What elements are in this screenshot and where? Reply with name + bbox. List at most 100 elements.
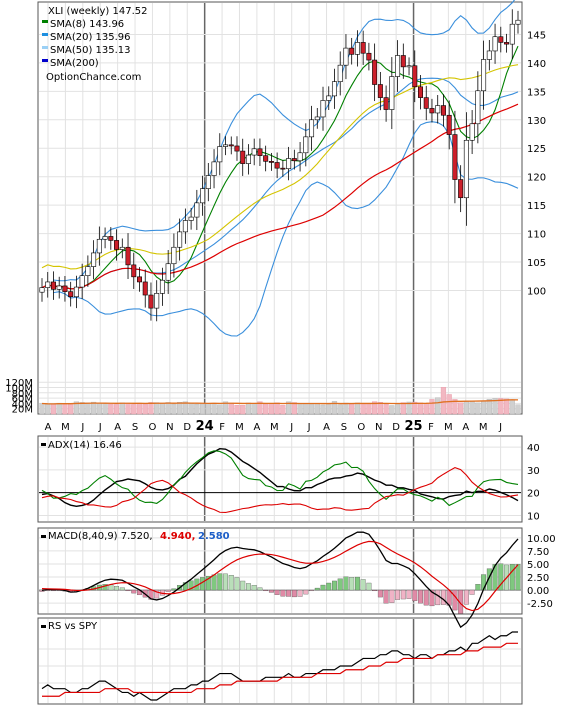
candle-body (91, 252, 97, 267)
candle-body (56, 285, 62, 290)
volume-y-tick: 60M (12, 394, 33, 405)
x-tick-label: A (323, 422, 330, 433)
x-tick-label: F (219, 422, 225, 433)
macd-histogram-bar (234, 577, 240, 591)
legend-sma8-swatch (42, 20, 48, 23)
legend-sma200-swatch (42, 59, 48, 62)
price-y-tick: 135 (527, 87, 546, 98)
candle-body (309, 119, 315, 138)
macd-histogram-bar (389, 589, 395, 603)
macd-histogram-bar (463, 589, 469, 605)
candle-body (245, 154, 251, 164)
candle-body (377, 84, 383, 98)
x-tick-label: M (444, 422, 453, 433)
macd-histogram-bar (395, 589, 401, 600)
macd-y-tick: 5.00 (527, 560, 549, 571)
macd-signal-value: 4.940, (160, 531, 195, 542)
volume-y-tick: 100M (5, 384, 33, 395)
volume-bar (326, 403, 332, 415)
volume-bar (314, 403, 320, 415)
candle-body (498, 36, 504, 43)
macd-histogram-bar (406, 589, 412, 599)
macd-histogram-bar (372, 589, 378, 592)
candle-body (389, 76, 395, 110)
x-tick-label: D (392, 422, 400, 433)
macd-histogram-bar (171, 588, 177, 591)
volume-bar (406, 401, 412, 415)
volume-bar (228, 402, 234, 415)
volume-bar (240, 404, 246, 415)
candle-body (291, 158, 297, 162)
x-tick-label: J (307, 422, 311, 433)
candle-body (326, 95, 332, 101)
x-tick-label: J (289, 422, 293, 433)
macd-histogram-bar (332, 580, 337, 591)
price-y-tick: 100 (527, 286, 546, 297)
macd-histogram-bar (469, 589, 475, 595)
volume-bar (377, 402, 383, 415)
rs-series-line (42, 642, 518, 697)
volume-bar (85, 402, 91, 415)
adx-series-line (41, 447, 519, 508)
volume-bar (503, 398, 510, 415)
candle-body (68, 291, 74, 298)
volume-y-tick: 40M (12, 399, 33, 410)
macd-histogram-bar (257, 587, 263, 591)
candle-body (274, 162, 280, 169)
price-y-tick: 120 (527, 173, 546, 184)
volume-bar (136, 402, 143, 415)
candle-body (354, 42, 360, 55)
volume-bar (423, 403, 429, 415)
candle-body (205, 175, 211, 189)
volume-bar (389, 405, 395, 415)
volume-bars (39, 387, 521, 614)
macd-histogram-bar (509, 564, 515, 591)
candle-body (360, 42, 366, 54)
x-tick-label: D (183, 422, 191, 433)
macd-histogram-bar (360, 579, 366, 591)
candle-body (286, 158, 292, 170)
macd-histogram-bar (498, 563, 504, 591)
macd-y-tick: 10.00 (527, 534, 556, 545)
x-tick-label: M (479, 422, 488, 433)
macd-histogram-bar (119, 587, 125, 591)
volume-bar (73, 401, 80, 415)
candle-body (102, 236, 108, 240)
macd-histogram-bar (309, 589, 314, 592)
candle-body (85, 266, 91, 276)
volume-bar (182, 401, 188, 415)
volume-bar (349, 404, 355, 415)
macd-histogram-bar (165, 589, 171, 592)
candle-body (171, 246, 177, 265)
volume-bar (274, 402, 280, 415)
candle-body (400, 55, 406, 68)
rs-title: RS vs SPY (48, 621, 98, 632)
candle-body (268, 161, 274, 163)
source-label: OptionChance.com (46, 72, 141, 83)
candle-body (223, 144, 229, 147)
macd-histogram-bar (423, 589, 429, 606)
candle-body (50, 281, 56, 290)
rs-legend: RS vs SPY (41, 621, 98, 632)
overlay-lines (41, 0, 519, 701)
volume-bar (142, 404, 148, 415)
macd-histogram-bar (263, 589, 269, 592)
candle-body (114, 240, 120, 250)
price-y-tick: 105 (527, 258, 546, 269)
macd-histogram-bar (440, 589, 446, 605)
volume-bar (480, 400, 487, 415)
macd-histogram-bar (383, 589, 389, 604)
volume-bar (366, 403, 372, 415)
macd-histogram-bar (291, 589, 297, 598)
x-tick-label: J (498, 422, 502, 433)
macd-y-tick: 2.50 (527, 573, 549, 584)
volume-bar (360, 403, 366, 415)
macd-hist-value: 2.580 (198, 531, 230, 542)
volume-bar (463, 401, 469, 415)
macd-histogram-bar (515, 564, 521, 591)
macd-histogram-bar (188, 580, 194, 591)
candle-body (383, 97, 389, 110)
candle-body (148, 294, 154, 309)
candle-body (492, 36, 498, 52)
